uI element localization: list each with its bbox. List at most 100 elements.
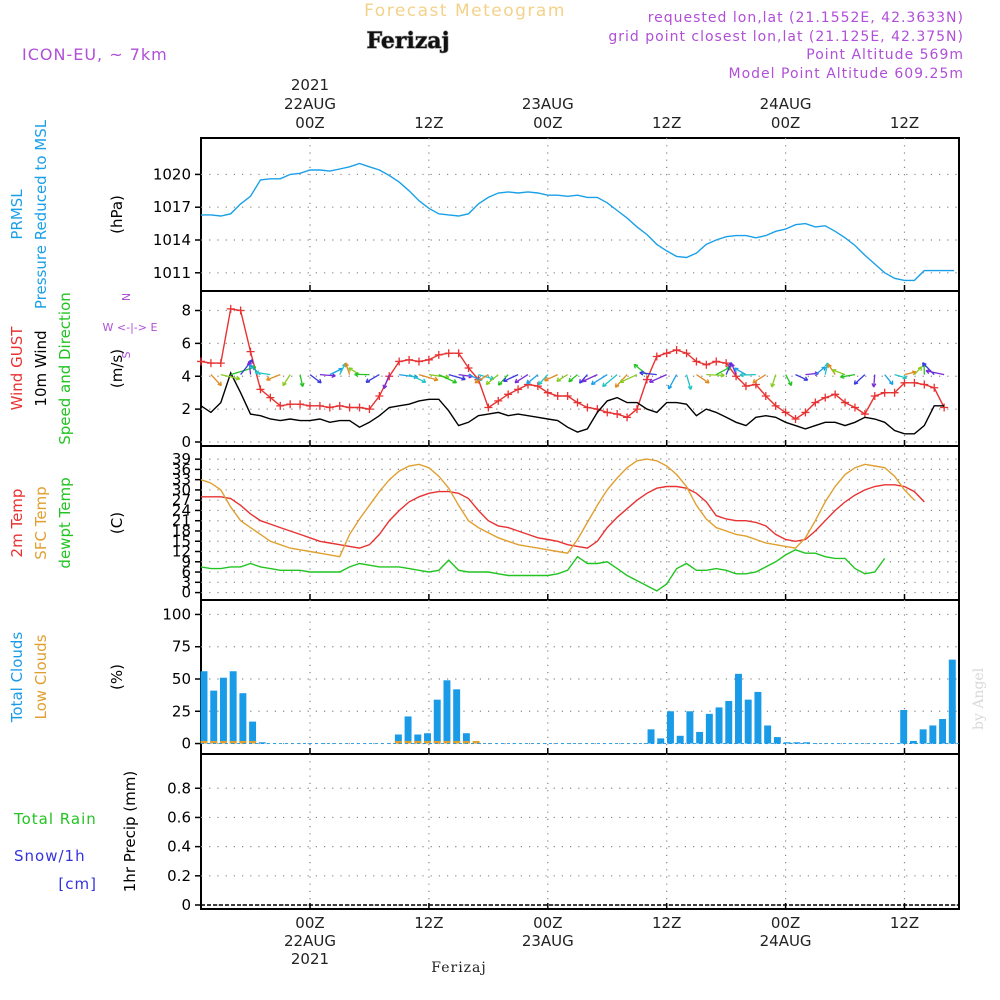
watermark: by Angel — [971, 667, 987, 730]
total-cloud-bar — [948, 659, 956, 744]
gust-marker — [613, 410, 622, 419]
wind-arrow-head — [911, 370, 917, 376]
y-tick-label: 27 — [172, 491, 191, 509]
gust-marker — [424, 355, 433, 364]
series-label: Snow/1h — [14, 847, 86, 865]
wind-arrow — [448, 373, 466, 381]
y-tick-label: 36 — [172, 460, 191, 478]
series-label: Total Clouds — [8, 632, 26, 724]
total-cloud-bar — [939, 719, 947, 744]
point-altitude: Point Altitude 569m — [806, 47, 964, 63]
gust-marker — [712, 357, 721, 366]
wind-arrow — [814, 366, 826, 376]
gust-marker — [722, 359, 731, 368]
gust-marker — [662, 349, 671, 358]
wind-arrow-head — [497, 381, 503, 386]
series-label: Speed and Direction — [56, 292, 74, 445]
wind-arrow-head — [543, 376, 549, 382]
gust-marker — [434, 350, 443, 359]
series-label: SFC Temp — [32, 486, 50, 559]
gust-marker — [553, 391, 562, 400]
y-tick-label: 0.8 — [167, 779, 191, 797]
total-cloud-bar — [744, 699, 752, 744]
gust-marker — [850, 403, 859, 412]
compass-north: N — [120, 293, 133, 301]
wind-arrow — [619, 374, 638, 384]
top-time-label: 00Z — [295, 114, 324, 132]
wind-arrow — [282, 374, 291, 387]
wind-arrow-head — [299, 382, 305, 387]
y-axis-label: (C) — [108, 512, 126, 534]
gust-marker — [930, 383, 939, 392]
series-line-prmsl — [201, 162, 954, 282]
gust-marker — [375, 391, 384, 400]
gust-marker — [642, 375, 651, 384]
wind-arrow — [685, 374, 692, 390]
wind-arrow — [591, 374, 608, 386]
gust-marker — [226, 304, 235, 313]
total-cloud-bar — [909, 740, 917, 744]
wind-arrow — [832, 369, 846, 376]
gust-marker — [692, 357, 701, 366]
panel-frame — [200, 137, 960, 292]
wind-arrow — [408, 374, 426, 383]
y-tick-label: 6 — [181, 563, 191, 581]
top-time-label: 00Z — [533, 114, 562, 132]
gust-marker — [940, 403, 949, 412]
gust-marker — [632, 405, 641, 414]
gust-marker — [623, 413, 632, 422]
wind-arrow — [309, 374, 322, 384]
gust-marker — [197, 357, 205, 366]
wind-arrow-head — [853, 380, 859, 385]
y-tick-label: 0 — [181, 433, 191, 451]
y-tick-label: 0 — [181, 896, 191, 914]
total-cloud-bar — [219, 677, 227, 744]
gust-marker — [880, 388, 889, 397]
series-label: PRMSL — [8, 189, 26, 240]
y-tick-label: 2 — [181, 400, 191, 418]
wind-arrow-head — [803, 376, 809, 381]
gust-marker — [791, 414, 800, 423]
wind-arrow — [365, 374, 380, 383]
wind-arrow — [840, 373, 856, 378]
y-tick-label: 8 — [181, 302, 191, 320]
gust-marker — [682, 349, 691, 358]
wind-arrow-head — [502, 377, 508, 382]
bottom-time-label: 00Z — [771, 914, 800, 932]
wind-arrow-head — [917, 366, 923, 371]
wind-arrow — [649, 374, 667, 383]
wind-arrow-head — [687, 385, 693, 391]
wind-arrow-head — [452, 379, 458, 384]
gust-marker — [652, 352, 661, 361]
wind-arrow — [329, 367, 343, 376]
wind-arrow-head — [602, 382, 607, 388]
total-cloud-bar — [462, 733, 470, 744]
gust-marker — [890, 388, 899, 397]
total-cloud-bar — [453, 689, 461, 744]
gust-marker — [811, 398, 820, 407]
low-cloud-bar — [424, 740, 431, 744]
wind-arrow — [752, 374, 767, 384]
wind-arrow-head — [421, 378, 427, 383]
bottom-time-label: 12Z — [652, 914, 681, 932]
bottom-time-label: 24AUG — [760, 932, 812, 950]
gust-marker — [900, 378, 909, 387]
wind-arrow — [428, 373, 450, 379]
wind-arrow-head — [649, 378, 654, 383]
gust-marker — [910, 378, 919, 387]
low-cloud-bar — [472, 740, 480, 744]
gust-marker — [920, 380, 929, 389]
gust-marker — [801, 408, 810, 417]
wind-arrow-head — [217, 381, 222, 387]
y-tick-label: 1011 — [153, 264, 191, 282]
series-label: Low Clouds — [32, 634, 50, 719]
wind-arrow — [474, 374, 489, 384]
gust-marker — [216, 359, 225, 368]
gust-marker — [573, 398, 582, 407]
wind-arrow — [438, 374, 457, 384]
y-tick-label: 0.6 — [167, 808, 191, 826]
wind-arrow-head — [235, 375, 241, 381]
total-cloud-bar — [443, 680, 451, 744]
wind-arrow-head — [739, 372, 744, 378]
